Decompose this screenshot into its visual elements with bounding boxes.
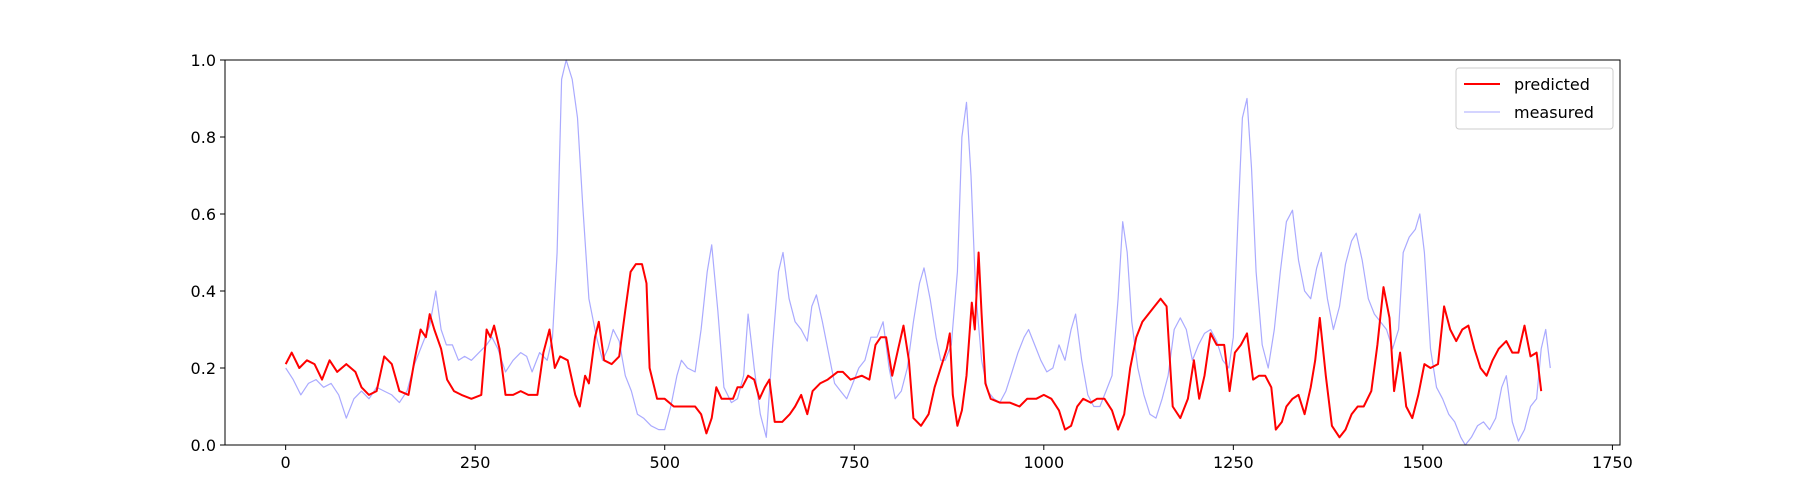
x-tick-label: 750: [839, 453, 870, 472]
x-tick-label: 1750: [1592, 453, 1633, 472]
series-line-measured: [285, 59, 1551, 446]
y-tick-label: 1.0: [191, 51, 216, 70]
y-tick-label: 0.4: [191, 282, 216, 301]
legend-label-predicted: predicted: [1514, 75, 1590, 94]
axes-frame: [224, 59, 1621, 446]
legend: predicted measured: [1455, 67, 1614, 130]
x-axis: 0 250 500 750 1000 1250 1500 1750: [281, 445, 1633, 472]
y-tick-label: 0.6: [191, 205, 216, 224]
y-tick-label: 0.2: [191, 359, 216, 378]
x-tick-label: 1250: [1213, 453, 1254, 472]
x-tick-label: 1000: [1023, 453, 1064, 472]
x-tick-label: 0: [281, 453, 291, 472]
y-tick-label: 0.8: [191, 128, 216, 147]
series-layer: [284, 59, 1551, 446]
y-axis: 0.0 0.2 0.4 0.6 0.8 1.0: [191, 51, 225, 455]
y-tick-label: 0.0: [191, 436, 216, 455]
plot-area: [225, 60, 1620, 445]
x-tick-label: 1500: [1403, 453, 1444, 472]
series-line-predicted: [284, 251, 1543, 439]
x-tick-label: 250: [460, 453, 491, 472]
x-tick-label: 500: [649, 453, 680, 472]
legend-label-measured: measured: [1514, 103, 1594, 122]
